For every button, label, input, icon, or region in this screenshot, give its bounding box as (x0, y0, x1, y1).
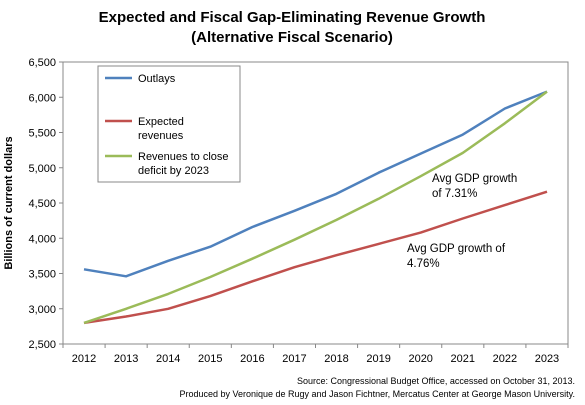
x-tick-label: 2012 (72, 353, 96, 365)
y-tick-label: 3,000 (28, 304, 56, 316)
legend-box (97, 65, 241, 183)
y-tick-label: 4,000 (28, 233, 56, 245)
annotation-text: Avg GDP growth (432, 173, 517, 185)
x-tick-label: 2019 (366, 353, 390, 365)
x-tick-label: 2015 (198, 353, 222, 365)
y-tick-label: 3,500 (28, 269, 56, 281)
series-line-2 (83, 190, 548, 325)
x-axis: 2012 2013 2014 2015 2016 2017 2018 2019 2020 2021… (62, 344, 569, 365)
annotation-text: of 7.31% (432, 188, 477, 200)
y-axis: 2,500 3,000 3,500 4,000 4,500 5,000 5,500 6,000… (28, 57, 63, 351)
series-lines (83, 90, 548, 325)
source-line-2: Produced by Veronique de Rugy and Jason … (179, 389, 575, 399)
annotation-text: Avg GDP growth of (407, 243, 506, 255)
annotation-text: 4.76% (407, 258, 440, 270)
x-tick-label: 2023 (535, 353, 559, 365)
x-tick-label: 2021 (451, 353, 475, 365)
source-line-1: Source: Congressional Budget Office, acc… (297, 376, 575, 386)
legend-label: Outlays (138, 73, 176, 85)
y-tick-label: 6,500 (28, 57, 56, 69)
y-tick-label: 4,500 (28, 198, 56, 210)
legend-label: deficit by 2023 (138, 165, 209, 177)
x-tick-label: 2014 (156, 353, 180, 365)
y-tick-label: 6,000 (28, 92, 56, 104)
legend: Outlays Expected revenues Revenues to close… (97, 65, 241, 183)
x-tick-label: 2020 (408, 353, 432, 365)
legend-label: Revenues to close (138, 151, 229, 163)
series-line-1 (83, 90, 548, 278)
x-tick-label: 2013 (114, 353, 138, 365)
source-note: Source: Congressional Budget Office, acc… (179, 376, 575, 399)
annotations: Avg GDP growth of 7.31% Avg GDP growth of 4… (407, 173, 517, 270)
legend-label: revenues (138, 130, 184, 142)
x-tick-label: 2016 (240, 353, 264, 365)
x-tick-label: 2017 (282, 353, 306, 365)
y-tick-label: 5,500 (28, 128, 56, 140)
y-tick-label: 5,000 (28, 163, 56, 175)
x-tick-label: 2018 (324, 353, 348, 365)
y-tick-label: 2,500 (28, 339, 56, 351)
legend-label: Expected (138, 116, 184, 128)
chart-title-line-1: Expected and Fiscal Gap-Eliminating Reve… (99, 9, 486, 26)
chart-title-line-2: (Alternative Fiscal Scenario) (191, 29, 393, 46)
x-tick-label: 2022 (493, 353, 517, 365)
series-line-3 (83, 90, 548, 325)
chart-title: Expected and Fiscal Gap-Eliminating Reve… (99, 9, 486, 46)
y-axis-label: Billions of current dollars (3, 136, 15, 269)
